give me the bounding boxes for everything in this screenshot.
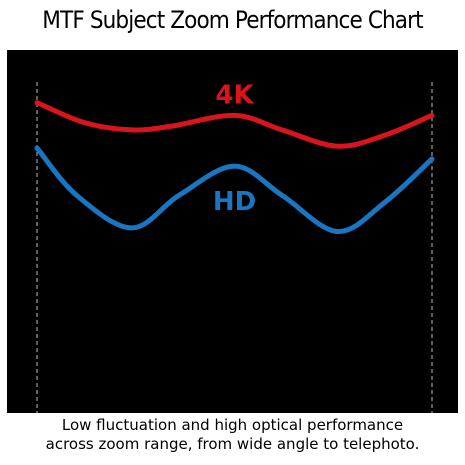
series-label-4k: 4K [215, 80, 254, 110]
label-layer: 4K HD [213, 80, 256, 217]
series-line-hd [34, 145, 435, 234]
chart-caption: Low fluctuation and high optical perform… [0, 416, 465, 454]
series-line-4k [34, 100, 435, 149]
series-label-hd: HD [213, 187, 256, 217]
boundary-layer [36, 82, 433, 413]
mtf-chart: 4K HD [34, 80, 435, 413]
plot-area: 4K HD [7, 50, 458, 413]
chart-title: MTF Subject Zoom Performance Chart [42, 6, 423, 34]
caption-line-2: across zoom range, from wide angle to te… [45, 435, 420, 453]
caption-line-1: Low fluctuation and high optical perform… [61, 416, 404, 434]
series-layer [34, 100, 435, 234]
